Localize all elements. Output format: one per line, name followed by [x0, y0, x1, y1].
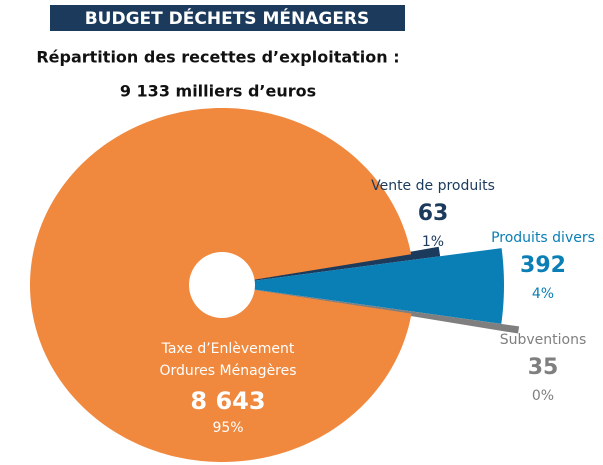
chart-subtitle: Répartition des recettes d’exploitation …	[36, 48, 399, 67]
percent-label: 4%	[532, 286, 554, 302]
total-label: 9 133 milliers d’euros	[120, 82, 316, 101]
chart-title: BUDGET DÉCHETS MÉNAGERS	[85, 7, 370, 29]
percent-label: 95%	[212, 420, 243, 436]
slices	[30, 108, 520, 462]
category-label: Taxe d’Enlèvement Ordures Ménagères	[159, 341, 297, 379]
value-label: 392	[520, 253, 566, 278]
category-label: Vente de produits	[371, 178, 495, 194]
category-label: Subventions	[500, 332, 587, 348]
slice	[222, 248, 504, 324]
title-box	[50, 5, 405, 31]
percent-label: 0%	[532, 388, 554, 404]
percent-label: 1%	[422, 234, 444, 250]
value-label: 8 643	[190, 387, 265, 415]
category-label: Produits divers	[491, 230, 595, 246]
value-label: 35	[528, 355, 559, 380]
donut-hole	[189, 252, 255, 318]
value-label: 63	[418, 201, 449, 226]
